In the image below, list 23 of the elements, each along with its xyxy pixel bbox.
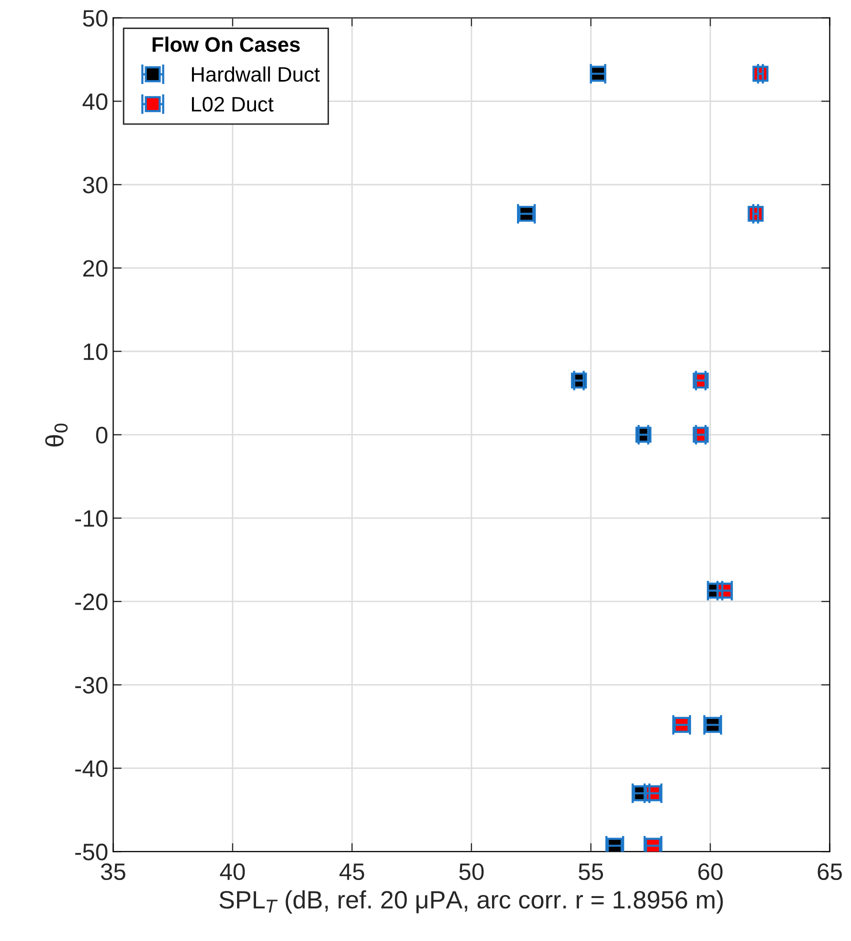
x-tick-label: 40	[220, 863, 245, 880]
x-tick-label: 55	[578, 864, 604, 880]
y-tick-label: 40	[82, 93, 108, 110]
x-tick-label: 50	[459, 863, 484, 880]
y-tick-label: -20	[75, 594, 108, 610]
x-tick-label: 60	[698, 863, 723, 880]
x-tick-label: 35	[100, 863, 126, 880]
y-tick-label: 20	[83, 260, 108, 277]
legend-label: L02 Duct	[192, 96, 274, 112]
x-axis-title: SPL$_{T}$ (dB, ref. 20 μPA, arc corr. r = 1.8956 m)	[219, 890, 723, 914]
y-tick-label: -50	[75, 844, 108, 860]
y-tick-label: -30	[75, 676, 108, 694]
y-axis-title: θ$_{0}$	[45, 424, 68, 446]
y-tick-label: -10	[75, 510, 108, 527]
y-tick-label: -40	[75, 760, 108, 778]
x-tick-label: 45	[339, 864, 364, 880]
x-tick-label: 65	[818, 863, 842, 880]
y-tick-label: 30	[82, 176, 108, 194]
y-tick-label: 50	[83, 10, 108, 27]
legend-title: Flow On Cases	[152, 36, 300, 52]
y-tick-label: 10	[84, 343, 108, 360]
y-tick-label: 0	[96, 426, 108, 444]
legend-label: Hardwall Duct	[192, 66, 320, 82]
